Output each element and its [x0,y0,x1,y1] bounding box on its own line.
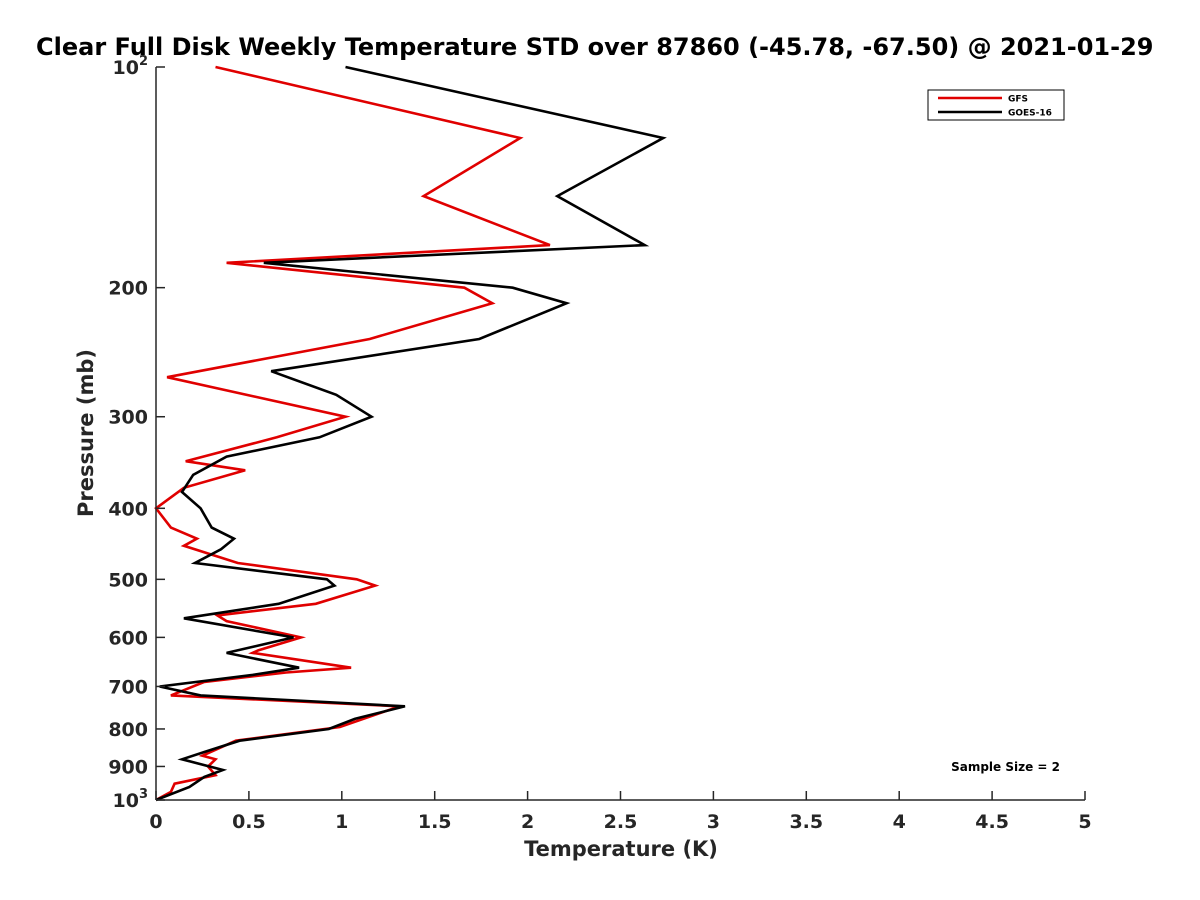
series-line-goes-16 [155,65,667,802]
y-tick-label: 600 [108,627,148,649]
x-axis-label: Temperature (K) [524,837,718,861]
y-tick-label: 500 [108,569,148,591]
legend-label-gfs: GFS [1008,95,1028,105]
y-tick-label: 700 [108,676,148,698]
axes-layer: 0 0.5 1 1.5 2 2.5 3 3.5 4 4.5 5 102 200 300 400 500 600 7… [108,54,1091,833]
x-tick-label: 3.5 [789,811,823,833]
y-tick-label: 103 [113,787,149,812]
x-tick-label: 0 [149,811,162,833]
y-tick-label: 800 [108,719,148,741]
x-tick-label: 4.5 [975,811,1009,833]
y-tick-label: 200 [108,278,148,300]
legend-label-goes-16: GOES-16 [1008,109,1052,119]
x-tick-label: 0.5 [232,811,266,833]
x-tick-label: 5 [1078,811,1091,833]
chart-title: Clear Full Disk Weekly Temperature STD o… [36,33,1153,61]
y-tick-label: 400 [108,498,148,520]
x-tick-label: 1.5 [418,811,452,833]
x-tick-label: 2 [521,811,534,833]
sample-size-annotation: Sample Size = 2 [951,760,1060,774]
y-axis-label: Pressure (mb) [74,349,98,517]
legend-box [927,89,1065,121]
series-layer [154,65,667,802]
x-tick-label: 1 [335,811,348,833]
y-tick-label: 300 [108,407,148,429]
x-tick-label: 2.5 [604,811,638,833]
x-tick-label: 3 [707,811,720,833]
y-tick-label: 102 [113,54,149,79]
series-line-gfs [154,65,551,802]
y-tick-label: 900 [108,756,148,778]
chart-legend: GFS GOES-16 [927,89,1065,121]
x-tick-label: 4 [893,811,906,833]
